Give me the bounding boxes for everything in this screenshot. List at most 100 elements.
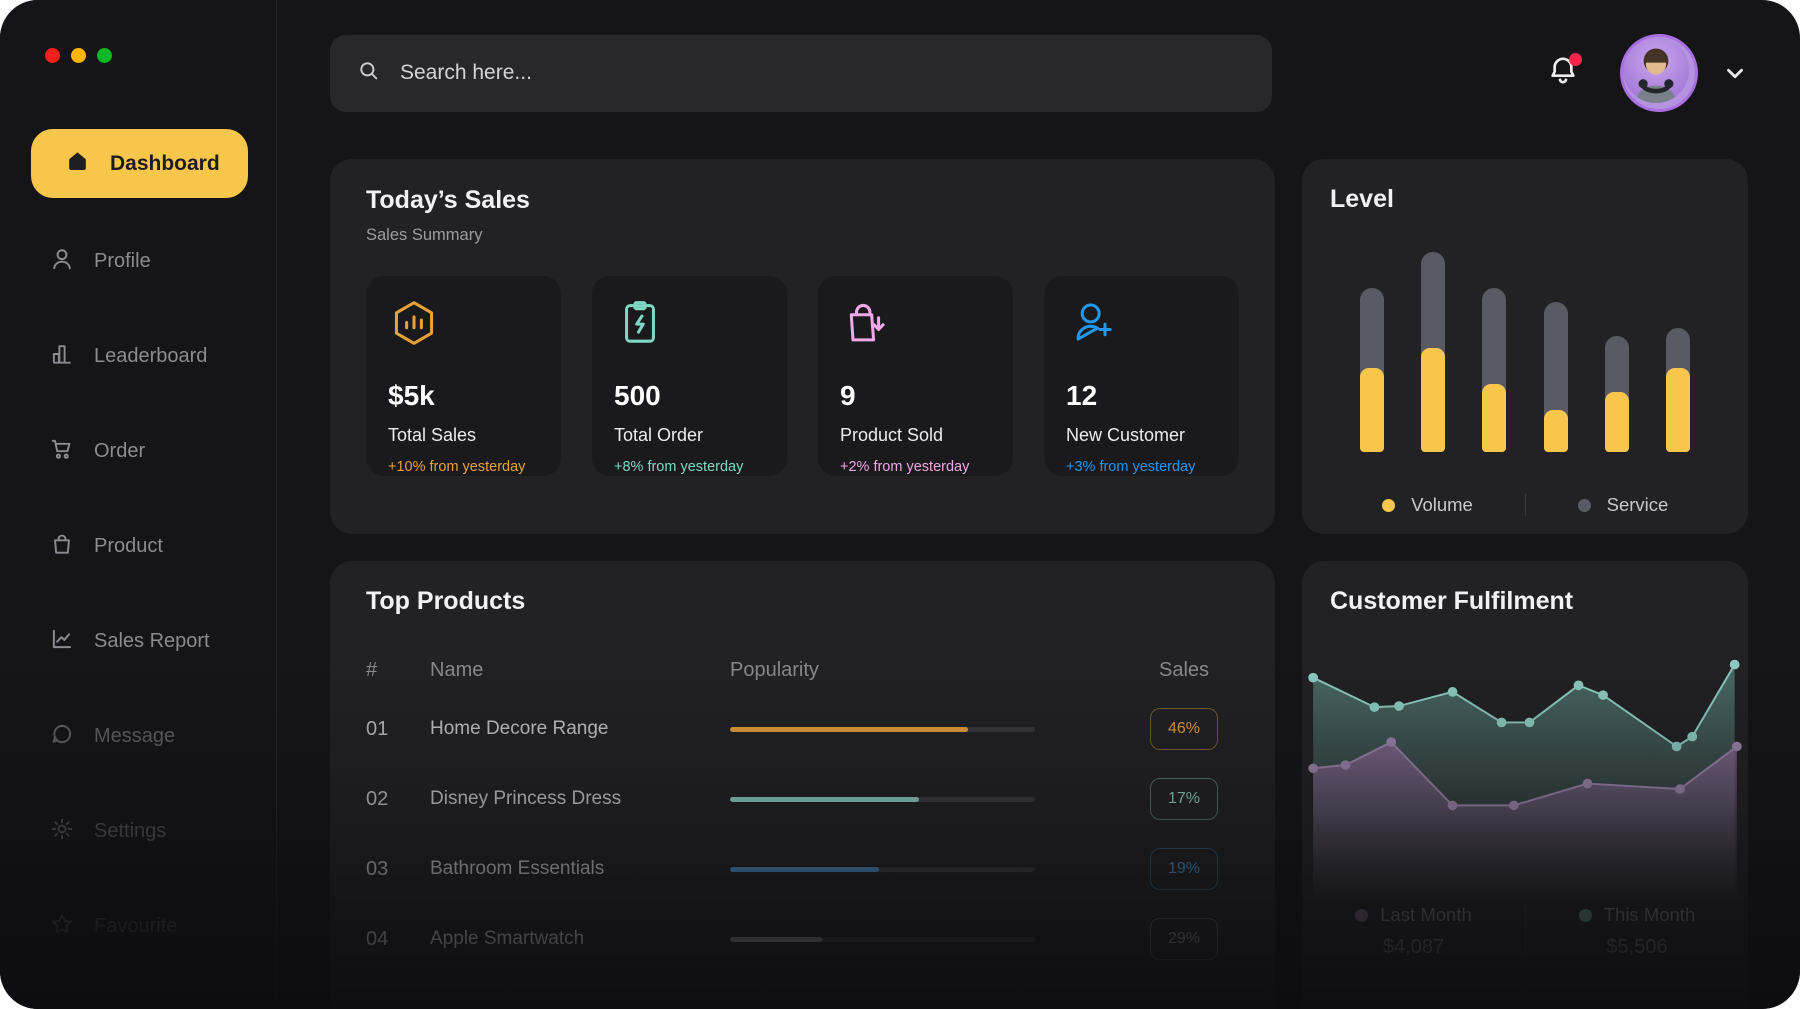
popularity-fill [730,726,968,732]
stat-delta: +10% from yesterday [388,459,526,475]
customer-fulfilment-card: Customer Fulfilment Last Month [1302,561,1748,1009]
level-card: Level Volume Service [1302,159,1748,534]
avatar[interactable] [1620,34,1698,112]
stat-total-order: 500 Total Order +8% from yesterday [592,276,787,476]
stat-new-customer: 12 New Customer +3% from yesterday [1044,276,1239,476]
search-input[interactable] [398,60,1246,86]
sidebar-item-label: Profile [94,250,151,272]
minimize-window-button[interactable] [71,48,86,63]
main-content: Today’s Sales Sales Summary $5k Total Sa… [277,0,1800,1009]
stat-value: $5k [388,380,435,411]
sidebar-item-settings[interactable]: Settings [0,784,276,879]
sidebar-item-label: Product [94,535,163,557]
hexagon-chart-icon [388,301,440,353]
sidebar-item-leaderboard[interactable]: Leaderboard [0,309,276,404]
todays-sales-card: Today’s Sales Sales Summary $5k Total Sa… [330,159,1275,534]
sidebar-item-label: Dashboard [110,151,220,175]
product-name: Disney Princess Dress [430,788,622,809]
row-number: 04 [366,927,389,950]
col-popularity: Popularity [730,658,819,681]
table-header: # Name Popularity Sales [366,646,1239,694]
row-number: 03 [366,857,389,880]
order-clipboard-icon [614,301,666,353]
card-title: Today’s Sales [366,186,530,214]
stat-label: Product Sold [840,425,944,445]
sidebar-item-favourite[interactable]: Favourite [0,879,276,974]
sidebar-item-label: Settings [94,820,167,842]
product-name: Bathroom Essentials [430,858,605,879]
legend-item-service: Service [1525,494,1720,516]
legend-item-last-month: Last Month $4,087 [1302,904,1525,959]
level-bar-chart [1330,252,1720,452]
sidebar-item-label: Leaderboard [94,345,208,367]
notification-badge [1569,52,1582,66]
product-name: Home Decore Range [430,718,609,739]
table-row: 02 Disney Princess Dress 17% [366,764,1239,834]
service-dot-icon [1577,498,1591,512]
stat-row: $5k Total Sales +10% from yesterday 500 … [366,276,1239,476]
sidebar-item-dashboard[interactable]: Dashboard [31,129,248,198]
line-chart-icon [49,626,75,658]
zoom-window-button[interactable] [97,48,112,63]
fulfilment-legend: Last Month $4,087 This Month $5,506 [1302,904,1748,959]
avatar-photo [1623,37,1689,103]
row-number: 02 [366,787,389,810]
legend-item-this-month: This Month $5,506 [1525,904,1748,959]
sidebar-item-product[interactable]: Product [0,499,276,594]
level-bar [1482,252,1507,452]
card-title: Customer Fulfilment [1330,587,1574,615]
sidebar-item-label: Message [94,725,176,747]
star-icon [49,911,75,943]
col-sales: Sales [1158,658,1210,681]
window-controls [45,48,276,63]
popularity-bar [730,796,1035,802]
popularity-fill [730,936,822,942]
bar-chart-icon [49,341,75,373]
level-bar [1665,252,1690,452]
sidebar-item-label: Favourite [94,915,178,937]
row-number: 01 [366,717,389,740]
sidebar-item-profile[interactable]: Profile [0,214,276,309]
chevron-down-icon [1727,68,1743,79]
cart-icon [49,436,75,468]
top-products-card: Top Products # Name Popularity Sales 01 … [330,561,1275,1009]
notifications-button[interactable] [1546,52,1582,93]
legend-value: $4,087 [1382,936,1445,958]
level-bar [1360,252,1384,452]
stat-product-sold: 9 Product Sold +2% from yesterday [818,276,1013,476]
sidebar-item-order[interactable]: Order [0,404,276,499]
user-plus-icon [1066,303,1118,353]
topbar [330,34,1748,112]
account-menu-button[interactable] [1722,60,1748,86]
legend-value: $5,506 [1606,936,1668,958]
legend-item-volume: Volume [1330,494,1525,516]
stat-value: 9 [840,380,856,411]
close-window-button[interactable] [45,48,60,63]
volume-dot-icon [1382,498,1396,512]
popularity-fill [730,866,880,872]
sidebar-item-sales-report[interactable]: Sales Report [0,594,276,689]
sales-badge: 46% [1150,708,1218,750]
sidebar-item-message[interactable]: Message [0,689,276,784]
search-icon [356,58,382,89]
stat-delta: +2% from yesterday [840,459,970,475]
card-title: Level [1330,185,1394,213]
legend-label: This Month [1603,904,1696,925]
chat-bubble-icon [49,721,75,753]
level-legend: Volume Service [1330,494,1720,516]
table-row: 03 Bathroom Essentials 19% [366,834,1239,904]
table-row: 01 Home Decore Range 46% [366,694,1239,764]
stat-value: 12 [1066,380,1098,411]
col-number: # [366,658,378,681]
sales-badge: 17% [1150,778,1218,820]
col-name: Name [430,658,484,681]
bell-icon [1551,56,1575,83]
card-title: Top Products [366,587,526,615]
popularity-bar [730,866,1035,872]
fulfilment-area-chart [1308,659,1742,896]
bag-icon [49,531,75,563]
popularity-bar [730,726,1035,732]
search-bar[interactable] [330,34,1272,112]
